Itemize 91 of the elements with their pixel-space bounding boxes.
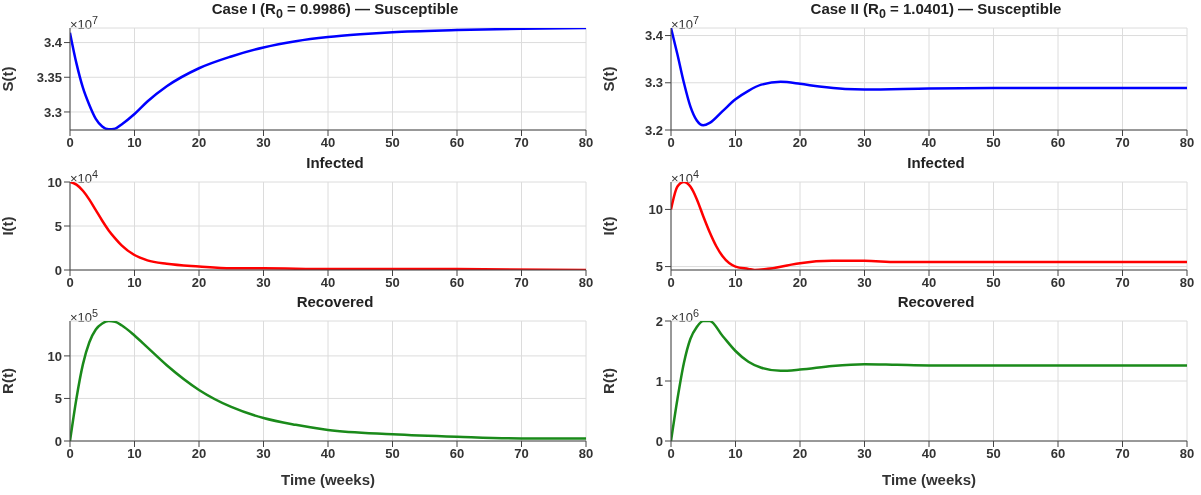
x-tick-label: 0 xyxy=(66,135,74,151)
y-tick-label: 3.4 xyxy=(43,35,63,51)
y-tick-label: 3.35 xyxy=(36,69,62,85)
x-tick-label: 70 xyxy=(1115,446,1130,462)
x-tick-label: 0 xyxy=(667,446,675,462)
y-tick-label: 0 xyxy=(655,433,663,449)
annotation: ×10$^{7}$ xyxy=(70,14,99,33)
x-tick-label: 10 xyxy=(728,274,743,290)
x-tick-label: 80 xyxy=(1179,135,1195,151)
y-tick-label: 5 xyxy=(54,391,62,407)
x-tick-label: 60 xyxy=(1050,274,1066,290)
annotation: ×10$^{5}$ xyxy=(70,307,99,326)
annotation: ×10$^{7}$ xyxy=(671,14,700,33)
x-tick-label: 40 xyxy=(921,135,937,151)
x-tick-label: 80 xyxy=(578,446,594,462)
x-tick-label: 60 xyxy=(449,135,465,151)
chart-title: Case II (R$_{0}$ = 1.0401) — Susceptible xyxy=(810,0,1062,21)
x-tick-label: 30 xyxy=(256,135,271,151)
y-tick-label: 10 xyxy=(47,174,62,190)
y-axis-title: S(t) xyxy=(0,66,17,92)
x-tick-label: 60 xyxy=(1050,135,1066,151)
y-tick-label: 2 xyxy=(655,313,663,329)
x-tick-label: 0 xyxy=(66,274,74,290)
x-tick-label: 60 xyxy=(449,274,465,290)
x-tick-label: 50 xyxy=(986,135,1001,151)
y-axis-title: S(t) xyxy=(600,66,618,92)
x-tick-label: 10 xyxy=(728,135,743,151)
y-tick-label: 1 xyxy=(655,373,663,389)
x-tick-label: 30 xyxy=(256,274,271,290)
x-tick-label: 0 xyxy=(667,135,675,151)
x-tick-label: 40 xyxy=(320,446,336,462)
x-tick-label: 40 xyxy=(320,274,336,290)
x-tick-label: 20 xyxy=(792,135,808,151)
chart-title: Infected xyxy=(306,153,364,171)
x-tick-label: 70 xyxy=(1115,135,1130,151)
x-axis-title: Time (weeks) xyxy=(882,471,976,489)
annotation: ×10$^{4}$ xyxy=(70,167,99,186)
x-tick-label: 80 xyxy=(1179,274,1195,290)
x-tick-label: 30 xyxy=(857,446,872,462)
x-tick-label: 20 xyxy=(191,446,207,462)
x-tick-label: 80 xyxy=(578,274,594,290)
x-tick-label: 70 xyxy=(1115,274,1130,290)
x-tick-label: 30 xyxy=(256,446,271,462)
x-tick-label: 60 xyxy=(1050,446,1066,462)
x-tick-label: 30 xyxy=(857,135,872,151)
annotation: ×10$^{6}$ xyxy=(671,307,700,326)
x-tick-label: 20 xyxy=(792,446,808,462)
y-tick-label: 3.3 xyxy=(644,75,663,91)
x-tick-label: 20 xyxy=(191,135,207,151)
x-tick-label: 10 xyxy=(127,135,142,151)
x-tick-label: 10 xyxy=(127,446,142,462)
x-tick-label: 70 xyxy=(514,135,529,151)
y-tick-label: 10 xyxy=(47,348,62,364)
y-tick-label: 3.2 xyxy=(644,122,663,138)
chart-title: Case I (R$_{0}$ = 0.9986) — Susceptible xyxy=(211,0,459,21)
y-axis-title: I(t) xyxy=(600,216,618,236)
y-tick-label: 3.3 xyxy=(43,104,62,120)
chart-title: Recovered xyxy=(897,293,975,311)
y-tick-label: 10 xyxy=(648,201,663,217)
x-tick-label: 50 xyxy=(385,135,400,151)
x-tick-label: 0 xyxy=(667,274,675,290)
x-tick-label: 30 xyxy=(857,274,872,290)
y-tick-label: 5 xyxy=(655,258,663,274)
x-tick-label: 50 xyxy=(986,274,1001,290)
x-axis-title: Time (weeks) xyxy=(281,471,375,489)
y-axis-title: R(t) xyxy=(0,368,17,395)
y-tick-label: 3.4 xyxy=(644,28,664,44)
x-tick-label: 10 xyxy=(127,274,142,290)
x-tick-label: 40 xyxy=(921,446,937,462)
x-tick-label: 0 xyxy=(66,446,74,462)
x-tick-label: 20 xyxy=(792,274,808,290)
y-axis-title: R(t) xyxy=(600,368,618,395)
x-tick-label: 70 xyxy=(514,274,529,290)
y-tick-label: 0 xyxy=(54,262,62,278)
chart-title: Recovered xyxy=(296,293,374,311)
x-tick-label: 80 xyxy=(578,135,594,151)
x-tick-label: 60 xyxy=(449,446,465,462)
y-axis-title: I(t) xyxy=(0,216,17,236)
x-tick-label: 50 xyxy=(986,446,1001,462)
chart-title: Infected xyxy=(907,153,965,171)
y-tick-label: 0 xyxy=(54,433,62,449)
x-tick-label: 50 xyxy=(385,274,400,290)
x-tick-label: 80 xyxy=(1179,446,1195,462)
x-tick-label: 40 xyxy=(320,135,336,151)
x-tick-label: 20 xyxy=(191,274,207,290)
x-tick-label: 70 xyxy=(514,446,529,462)
line-series xyxy=(671,28,1187,127)
y-tick-label: 5 xyxy=(54,218,62,234)
x-tick-label: 40 xyxy=(921,274,937,290)
x-tick-label: 50 xyxy=(385,446,400,462)
x-tick-label: 10 xyxy=(728,446,743,462)
